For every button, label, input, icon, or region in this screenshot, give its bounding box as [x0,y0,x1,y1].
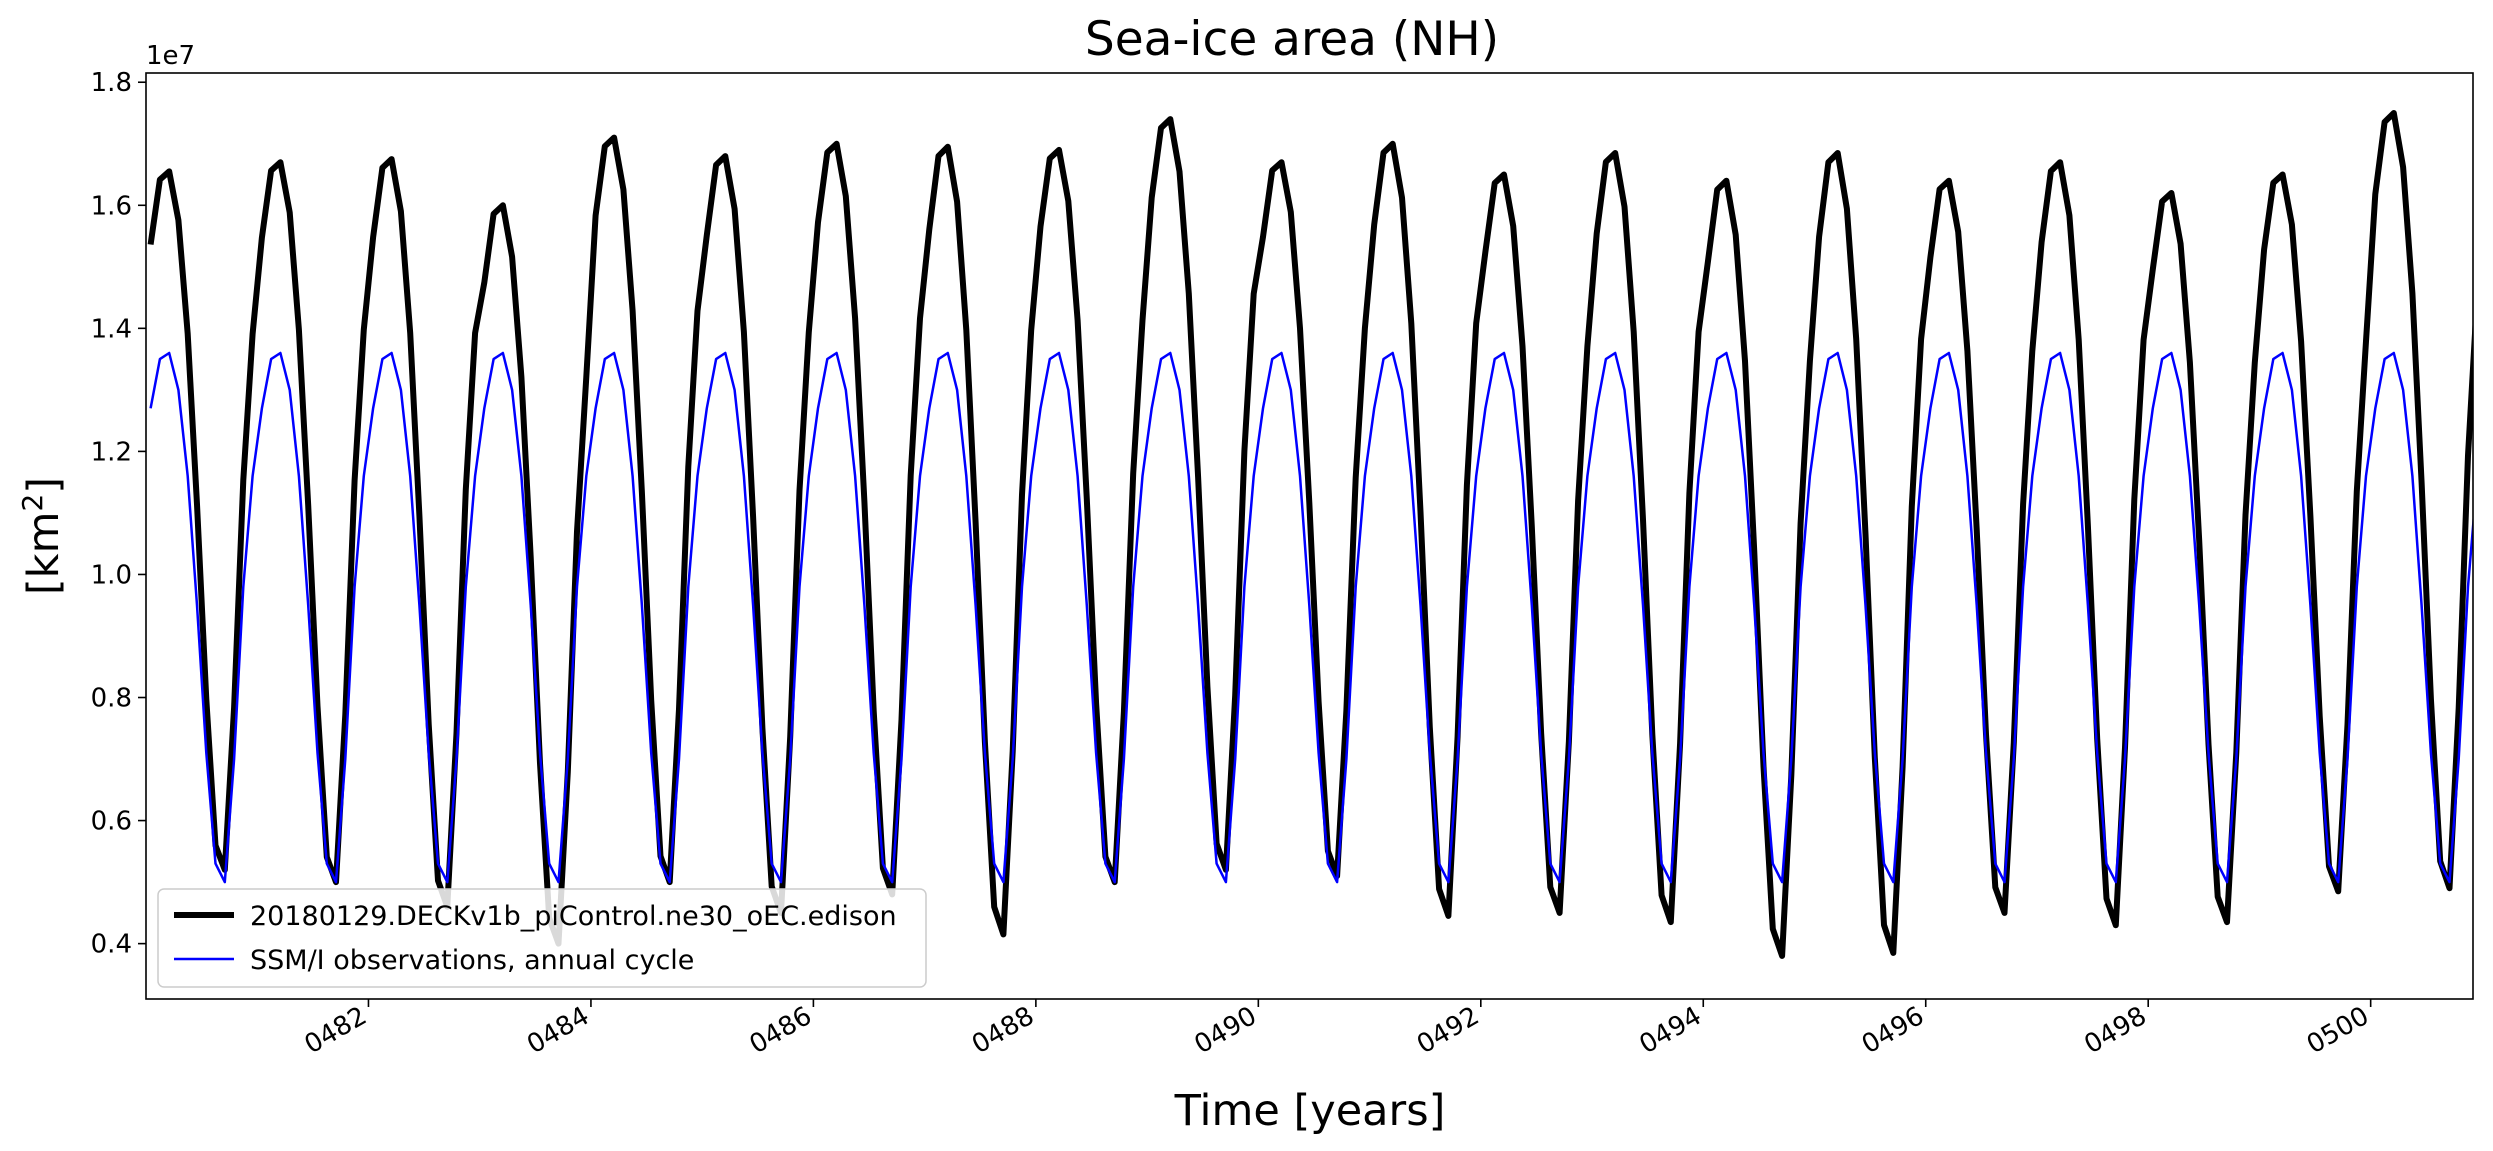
y-axis-label-main: [km [19,512,69,596]
series-line-obs [149,351,2473,884]
legend-label-obs: SSM/I observations, annual cycle [250,945,694,976]
y-tick-label: 0.6 [91,807,132,837]
x-tick-label: 0484 [522,1001,594,1060]
x-axis: 0482 0484 0486 0488 0490 0492 0494 0496 0498 0500 [300,999,2374,1060]
y-tick-label: 0.4 [91,930,132,960]
x-tick-label: 0500 [2302,1001,2374,1060]
legend: 20180129.DECKv1b_piControl.ne30_oEC.edis… [157,888,927,988]
x-tick-label: 0494 [1634,1001,1706,1060]
x-tick-label: 0496 [1857,1001,1929,1060]
series-line-model [147,110,2473,959]
y-tick-label: 1.2 [91,437,132,467]
y-tick-label: 0.8 [91,684,132,714]
series-layer [147,110,2473,959]
y-offset-label: 1e7 [146,41,195,71]
x-tick-label: 0498 [2079,1001,2151,1060]
x-tick-label: 0490 [1190,1001,1262,1060]
y-axis-label-superscript: 2 [16,494,49,512]
y-axis-label-end: ] [19,477,69,494]
y-tick-label: 1.0 [91,560,132,590]
legend-label-model: 20180129.DECKv1b_piControl.ne30_oEC.edis… [250,901,897,932]
x-axis-label: Time [years] [1174,1086,1446,1136]
chart-title: Sea-ice area (NH) [1085,12,1499,67]
legend-box [157,888,927,988]
x-tick-label: 0486 [745,1001,817,1060]
plot-frame [145,72,2474,1000]
x-tick-label: 0482 [300,1001,372,1060]
x-tick-label: 0492 [1412,1001,1484,1060]
y-tick-label: 1.8 [91,68,132,98]
x-tick-label: 0488 [967,1001,1039,1060]
y-tick-label: 1.6 [91,191,132,221]
y-axis-label: [km2] [16,477,69,595]
y-axis: 0.4 0.6 0.8 1.0 1.2 1.4 1.6 1.8 [91,68,146,960]
y-tick-label: 1.4 [91,314,132,344]
